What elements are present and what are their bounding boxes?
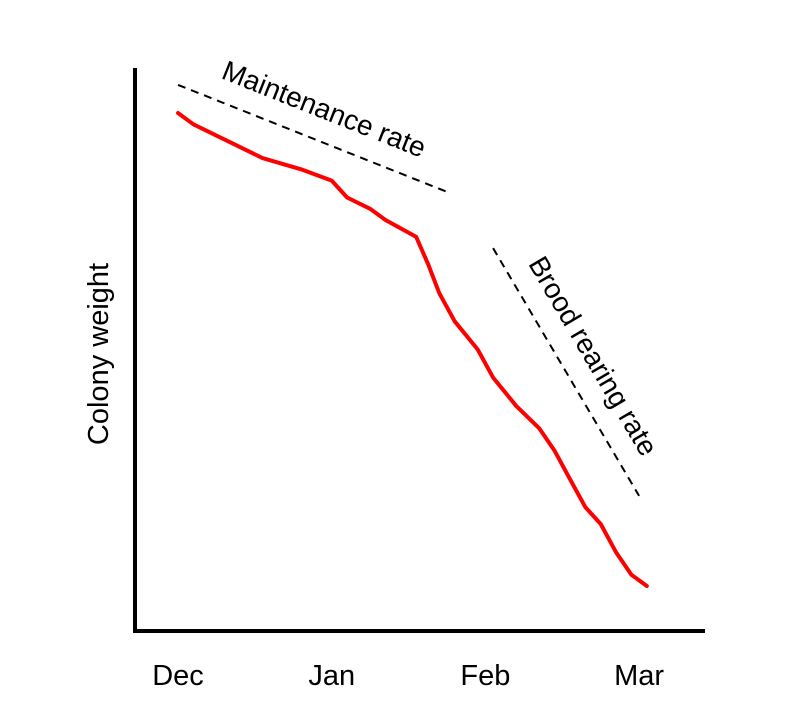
annotations: Maintenance rate Brood rearing rate	[177, 55, 664, 497]
rate-annotation-label: Maintenance rate	[218, 55, 430, 164]
series-line	[176, 111, 649, 588]
x-tick-labels: Dec Jan Feb Mar	[152, 660, 664, 692]
x-tick-label: Dec	[152, 660, 204, 692]
x-tick-label: Feb	[460, 660, 510, 692]
rate-dashed-line	[177, 83, 448, 193]
x-tick-label: Mar	[614, 660, 664, 692]
rate-dashed-line	[492, 247, 640, 497]
series-group	[176, 111, 649, 588]
x-tick-label: Jan	[308, 660, 355, 692]
y-axis-title: Colony weight	[83, 263, 115, 445]
rate-annotation-label: Brood rearing rate	[523, 251, 664, 461]
